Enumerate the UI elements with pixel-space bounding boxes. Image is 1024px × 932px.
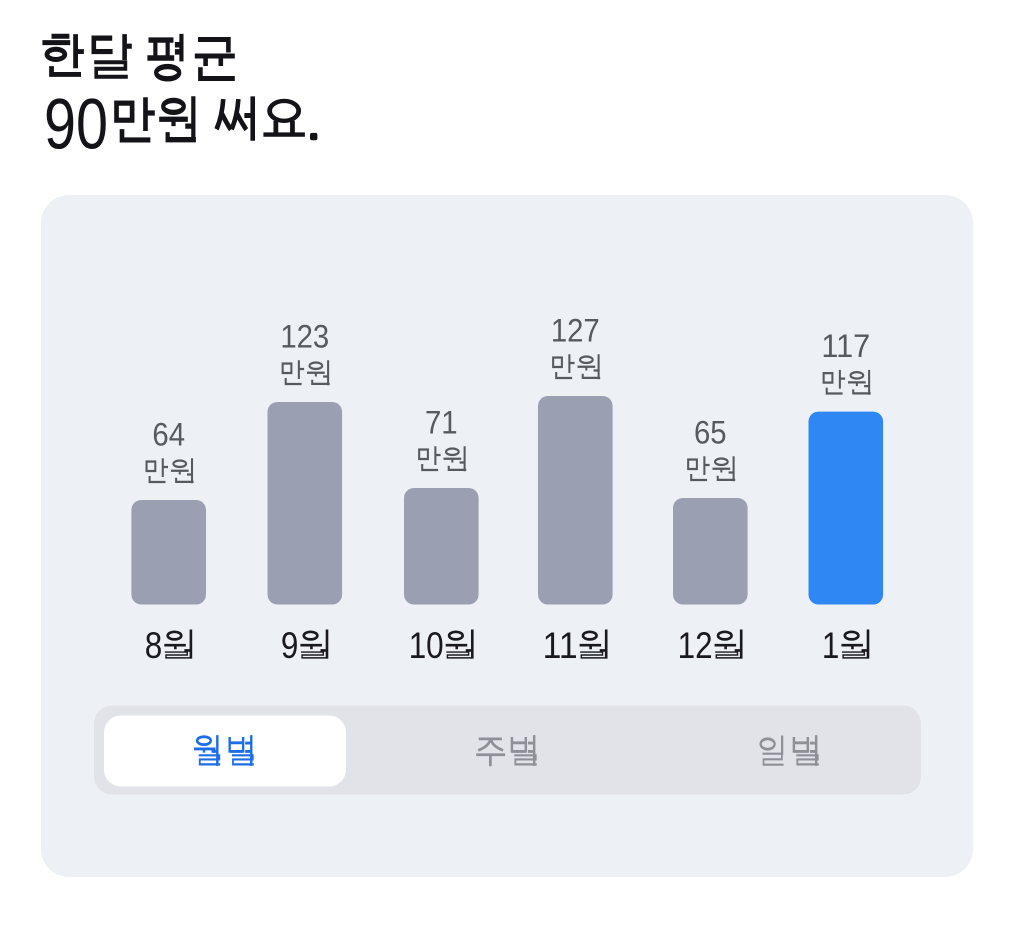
svg-text:117: 117 (821, 327, 870, 364)
svg-text:1: 1 (822, 624, 840, 666)
svg-text:9: 9 (281, 624, 299, 666)
svg-text:90: 90 (44, 85, 108, 165)
svg-text:64: 64 (152, 415, 185, 452)
svg-text:12: 12 (678, 624, 713, 666)
svg-text:71: 71 (425, 403, 458, 440)
svg-text:123: 123 (280, 317, 329, 354)
svg-text:127: 127 (551, 311, 600, 348)
svg-text:11: 11 (543, 624, 578, 666)
svg-text:10: 10 (409, 624, 444, 666)
svg-text:65: 65 (694, 413, 727, 450)
svg-text:8: 8 (145, 624, 163, 666)
